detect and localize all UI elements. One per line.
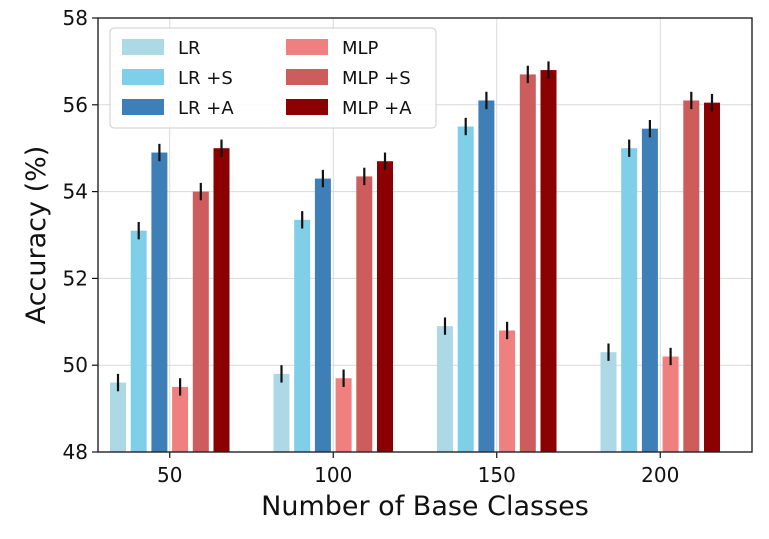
bar (294, 219, 311, 452)
x-tick-label: 150 (478, 463, 516, 487)
y-axis-label: Accuracy (%) (21, 146, 52, 325)
x-tick-label: 100 (314, 463, 352, 487)
bar (273, 373, 290, 452)
legend-label: MLP +A (342, 98, 412, 119)
x-tick-label: 50 (157, 463, 182, 487)
y-tick-label: 58 (63, 6, 88, 30)
legend-label: LR +S (178, 68, 233, 89)
legend-swatch (286, 39, 328, 55)
x-tick-label: 200 (641, 463, 679, 487)
bar (130, 230, 147, 452)
legend-box (109, 27, 437, 129)
plot-frame (97, 17, 753, 453)
bar (335, 378, 352, 452)
y-tick-label: 48 (63, 440, 88, 464)
legend-label: LR (178, 38, 201, 59)
bar (641, 128, 658, 453)
legend-swatch (122, 39, 164, 55)
bar (540, 70, 557, 452)
bar (172, 386, 189, 452)
legend-label: LR +A (178, 98, 234, 119)
y-tick-label: 52 (63, 266, 88, 290)
bar (151, 152, 168, 453)
y-tick-label: 54 (63, 180, 88, 204)
bar (662, 356, 679, 452)
legend-label: MLP +S (342, 68, 411, 89)
bar (314, 178, 331, 452)
y-tick-label: 56 (63, 93, 88, 117)
bar (110, 382, 126, 452)
bar (519, 74, 536, 453)
bar (600, 352, 617, 452)
bar (683, 100, 700, 453)
bar (213, 148, 230, 452)
bar (621, 148, 638, 452)
bar (356, 176, 373, 452)
bar (457, 126, 474, 452)
bar (478, 100, 495, 453)
y-tick-label: 50 (63, 353, 88, 377)
bar (377, 161, 393, 452)
legend-swatch (286, 99, 328, 115)
legend-swatch (122, 99, 164, 115)
bar (499, 330, 516, 452)
bar (192, 191, 209, 452)
legend-swatch (122, 69, 164, 85)
legend-swatch (286, 69, 328, 85)
legend-label: MLP (342, 38, 379, 59)
x-axis-label: Number of Base Classes (261, 491, 589, 522)
bar (704, 102, 720, 452)
bar (437, 326, 453, 452)
